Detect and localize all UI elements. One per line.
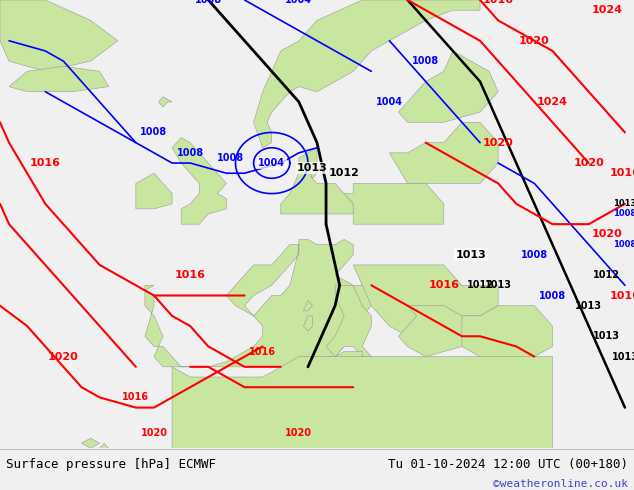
Text: 1008: 1008 <box>412 56 439 66</box>
Text: 1020: 1020 <box>592 229 622 239</box>
Polygon shape <box>82 438 100 448</box>
Polygon shape <box>462 306 552 367</box>
Text: 1020: 1020 <box>482 138 514 147</box>
Text: 1008: 1008 <box>521 250 548 260</box>
Text: 1008: 1008 <box>613 210 634 219</box>
Text: ©weatheronline.co.uk: ©weatheronline.co.uk <box>493 479 628 489</box>
Polygon shape <box>172 357 552 448</box>
Text: Surface pressure [hPa] ECMWF: Surface pressure [hPa] ECMWF <box>6 458 216 471</box>
Polygon shape <box>281 173 353 214</box>
Text: 1004: 1004 <box>285 0 313 5</box>
Text: 1008: 1008 <box>177 148 204 158</box>
Polygon shape <box>335 351 362 362</box>
Polygon shape <box>308 163 321 178</box>
Polygon shape <box>172 138 226 224</box>
Polygon shape <box>100 443 108 448</box>
Text: 1016: 1016 <box>609 291 634 300</box>
Text: 1013: 1013 <box>484 280 512 290</box>
Polygon shape <box>0 0 118 72</box>
Text: 1013: 1013 <box>593 331 620 341</box>
Text: 1016: 1016 <box>429 280 459 290</box>
Text: 1016: 1016 <box>122 392 150 402</box>
Text: 1013: 1013 <box>297 163 328 173</box>
Polygon shape <box>304 316 313 331</box>
Text: 1016: 1016 <box>30 158 61 168</box>
Polygon shape <box>399 51 498 122</box>
Text: 1016: 1016 <box>482 0 514 5</box>
Polygon shape <box>158 97 172 107</box>
Text: 1013: 1013 <box>456 250 486 260</box>
Text: 1016: 1016 <box>609 168 634 178</box>
Text: 1008: 1008 <box>539 291 566 300</box>
Text: 1020: 1020 <box>141 428 167 438</box>
Text: 1013: 1013 <box>575 301 602 311</box>
Text: 1013: 1013 <box>613 199 634 208</box>
Text: 1008: 1008 <box>613 240 634 249</box>
Text: 1004: 1004 <box>258 158 285 168</box>
Text: 1020: 1020 <box>285 428 313 438</box>
Polygon shape <box>145 240 372 367</box>
Text: 1016: 1016 <box>249 346 276 357</box>
Text: 1013: 1013 <box>611 352 634 362</box>
Polygon shape <box>254 0 480 148</box>
Text: 1012: 1012 <box>593 270 620 280</box>
Text: 1008: 1008 <box>217 153 245 163</box>
Polygon shape <box>304 300 313 311</box>
Text: 1020: 1020 <box>573 158 604 168</box>
Text: 1020: 1020 <box>48 352 79 362</box>
Polygon shape <box>9 66 108 92</box>
Text: 1016: 1016 <box>175 270 205 280</box>
Text: 1004: 1004 <box>376 97 403 107</box>
Text: 1020: 1020 <box>519 36 550 46</box>
Polygon shape <box>136 173 172 209</box>
Polygon shape <box>344 183 444 224</box>
Text: 1012: 1012 <box>467 280 493 290</box>
Text: 1008: 1008 <box>195 0 222 5</box>
Polygon shape <box>326 285 372 357</box>
Polygon shape <box>399 306 480 357</box>
Polygon shape <box>389 122 498 183</box>
Polygon shape <box>299 148 317 173</box>
Text: 1008: 1008 <box>140 127 167 138</box>
Text: 1024: 1024 <box>592 5 623 15</box>
Polygon shape <box>353 265 498 346</box>
Text: 1012: 1012 <box>329 168 359 178</box>
Text: Tu 01-10-2024 12:00 UTC (00+180): Tu 01-10-2024 12:00 UTC (00+180) <box>387 458 628 471</box>
Text: 1024: 1024 <box>537 97 568 107</box>
